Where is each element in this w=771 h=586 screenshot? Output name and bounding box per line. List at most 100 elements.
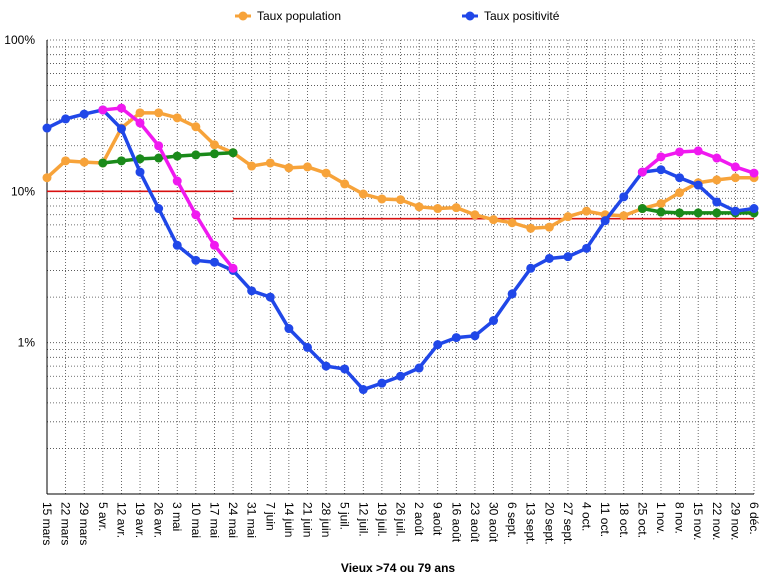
data-point — [61, 114, 71, 124]
data-point — [172, 151, 182, 161]
data-point — [489, 215, 499, 225]
data-point — [228, 263, 238, 273]
data-point — [135, 167, 145, 177]
data-point — [637, 167, 647, 177]
x-tick-label: 21 juin — [300, 502, 314, 537]
data-point — [656, 165, 666, 175]
x-tick-label: 2 août — [412, 502, 426, 536]
x-tick-label: 1 nov. — [654, 502, 668, 534]
data-point — [247, 286, 257, 296]
data-point — [730, 173, 740, 183]
data-point — [712, 153, 722, 163]
data-point — [730, 162, 740, 172]
data-point — [712, 197, 722, 207]
data-point — [489, 316, 499, 326]
data-point — [172, 176, 182, 186]
data-point — [265, 292, 275, 302]
data-point — [396, 371, 405, 381]
data-point — [414, 363, 424, 373]
data-point — [693, 208, 703, 218]
data-point — [582, 243, 592, 253]
data-point — [600, 216, 610, 226]
data-point — [637, 204, 647, 214]
data-point — [154, 204, 164, 214]
data-point — [135, 154, 145, 164]
data-point — [116, 103, 126, 113]
legend-marker — [465, 11, 475, 21]
data-point — [712, 175, 722, 185]
x-tick-label: 10 mai — [189, 502, 203, 538]
x-tick-label: 22 nov. — [710, 502, 724, 540]
data-point — [693, 180, 703, 190]
data-point — [42, 173, 52, 183]
x-tick-label: 6 déc. — [747, 502, 761, 535]
data-point — [582, 206, 592, 216]
x-tick-label: 9 août — [431, 502, 445, 536]
data-point — [154, 153, 164, 163]
data-point — [563, 252, 573, 262]
y-tick-label: 100% — [4, 33, 35, 47]
data-point — [135, 118, 145, 128]
x-tick-label: 11 oct. — [598, 502, 612, 537]
data-point — [656, 207, 666, 217]
data-point — [656, 199, 666, 209]
legend-label: Taux population — [257, 9, 341, 23]
x-tick-label: 7 juin — [263, 502, 277, 531]
data-point — [619, 192, 629, 202]
x-tick-label: 6 sept. — [505, 502, 519, 538]
data-point — [507, 218, 517, 228]
x-tick-label: 15 mars — [40, 502, 54, 545]
x-tick-label: 30 août — [487, 502, 501, 543]
data-point — [544, 222, 554, 232]
data-point — [154, 141, 164, 151]
data-point — [451, 333, 461, 343]
data-point — [377, 378, 387, 388]
data-point — [526, 223, 536, 233]
data-point — [98, 105, 108, 115]
x-tick-label: 19 juil. — [375, 502, 389, 537]
data-point — [42, 123, 52, 133]
data-point — [675, 208, 685, 218]
data-point — [321, 361, 331, 371]
data-point — [563, 212, 573, 222]
data-point — [730, 206, 740, 216]
data-point — [693, 146, 703, 156]
data-point — [340, 179, 350, 189]
data-point — [265, 158, 275, 168]
y-tick-label: 1% — [18, 336, 36, 350]
x-tick-label: 5 juil. — [338, 502, 352, 530]
data-point — [358, 385, 368, 395]
x-tick-label: 31 mai — [245, 502, 259, 538]
y-tick-label: 10% — [11, 184, 35, 198]
data-point — [79, 157, 89, 167]
data-point — [433, 204, 443, 214]
data-point — [135, 108, 145, 118]
x-tick-label: 26 juil. — [394, 502, 408, 537]
x-tick-label: 28 juin — [319, 502, 333, 537]
x-tick-label: 12 avr. — [114, 502, 128, 538]
x-tick-label: 23 août — [468, 502, 482, 543]
x-tick-label: 12 juil. — [356, 502, 370, 537]
x-tick-label: 27 sept. — [561, 502, 575, 545]
data-point — [675, 173, 685, 183]
x-tick-label: 8 nov. — [673, 502, 687, 534]
data-point — [302, 162, 312, 172]
x-tick-label: 20 sept. — [542, 502, 556, 545]
data-point — [209, 149, 219, 159]
data-point — [470, 210, 480, 220]
data-point — [209, 140, 219, 150]
data-point — [79, 109, 89, 119]
data-point — [656, 152, 666, 162]
data-point — [191, 150, 201, 160]
data-point — [191, 210, 201, 220]
x-tick-label: 4 oct. — [580, 502, 594, 531]
x-tick-label: 29 mars — [77, 502, 91, 545]
data-point — [284, 324, 294, 334]
x-tick-label: 14 juin — [282, 502, 296, 537]
data-point — [749, 168, 759, 178]
x-tick-label: 22 mars — [59, 502, 73, 545]
data-point — [98, 158, 108, 168]
x-tick-label: 17 mai — [207, 502, 221, 538]
data-point — [209, 257, 219, 267]
